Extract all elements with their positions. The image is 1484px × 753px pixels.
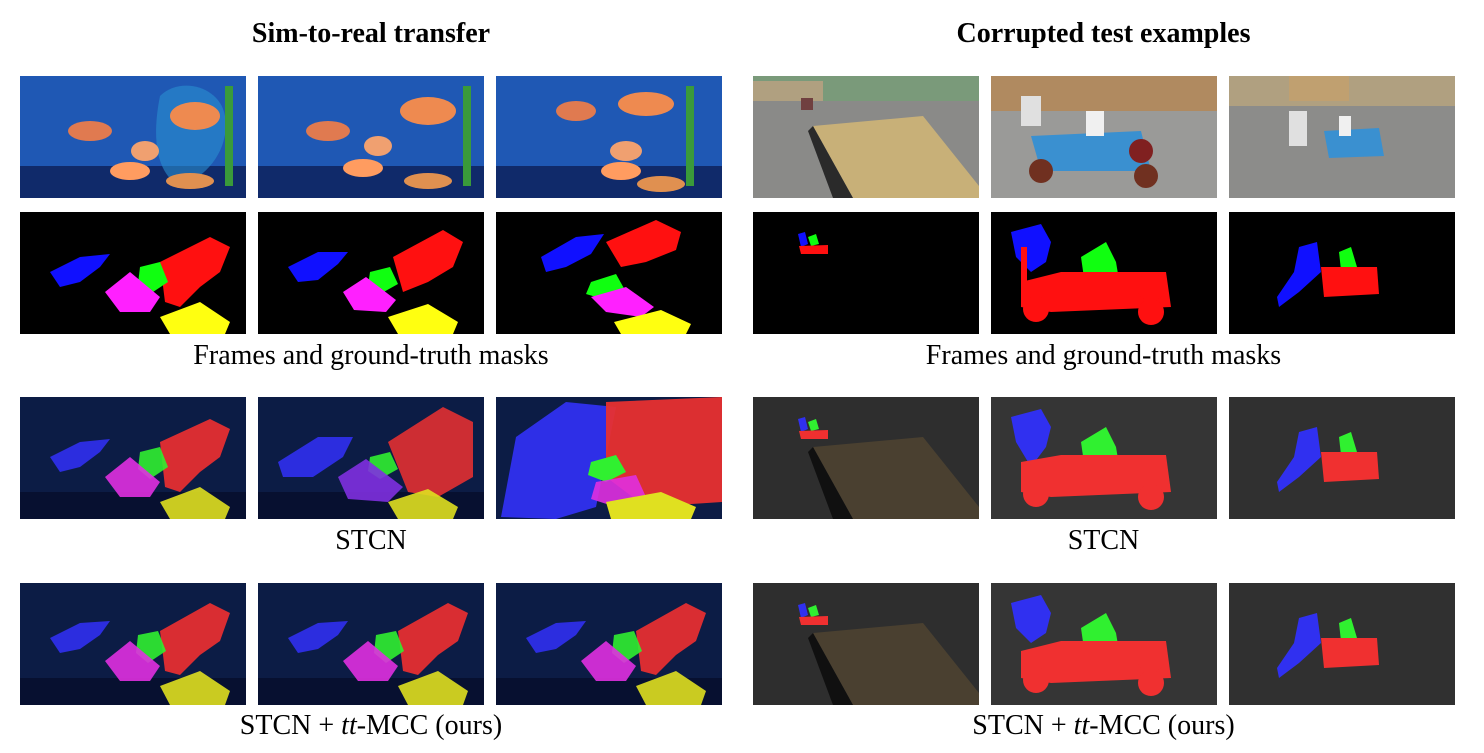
right-ours-prefix: STCN + (972, 710, 1074, 741)
fish-frame-3 (496, 76, 722, 198)
kart-ours-1 (753, 583, 979, 705)
fish-mask-3 (496, 212, 722, 334)
kart-stcn-2 (991, 397, 1217, 519)
kart-ours-2 (991, 583, 1217, 705)
kart-stcn-3 (1229, 397, 1455, 519)
kart-mask-3 (1229, 212, 1455, 334)
kart-frame-3 (1229, 76, 1455, 198)
left-ours-math: tt (341, 710, 357, 741)
fish-frame-1 (20, 76, 246, 198)
fish-stcn-3 (496, 397, 722, 519)
fish-ours-2 (258, 583, 484, 705)
fish-ours-1 (20, 583, 246, 705)
fish-stcn-1 (20, 397, 246, 519)
left-ours-caption: STCN + tt-MCC (ours) (20, 710, 722, 742)
left-ours-prefix: STCN + (239, 710, 342, 741)
kart-mask-2 (991, 212, 1217, 334)
kart-frame-2 (991, 76, 1217, 198)
left-ours-suffix: -MCC (ours) (356, 710, 503, 741)
right-ours-suffix: -MCC (ours) (1089, 710, 1235, 741)
fish-mask-1 (20, 212, 246, 334)
right-stcn-caption: STCN (1067, 525, 1140, 556)
right-ours-caption: STCN + tt-MCC (ours) (753, 710, 1454, 742)
left-frames-caption: Frames and ground-truth masks (193, 340, 549, 371)
fish-mask-2 (258, 212, 484, 334)
right-panel-title: Corrupted test examples (956, 18, 1251, 49)
kart-mask-1 (753, 212, 979, 334)
left-panel-title: Sim-to-real transfer (251, 18, 491, 49)
fish-stcn-2 (258, 397, 484, 519)
right-ours-math: tt (1073, 710, 1090, 741)
kart-stcn-1 (753, 397, 979, 519)
right-frames-caption: Frames and ground-truth masks (925, 340, 1282, 371)
fish-frame-2 (258, 76, 484, 198)
fish-ours-3 (496, 583, 722, 705)
kart-frame-1 (753, 76, 979, 198)
kart-ours-3 (1229, 583, 1455, 705)
left-stcn-caption: STCN (335, 525, 407, 556)
